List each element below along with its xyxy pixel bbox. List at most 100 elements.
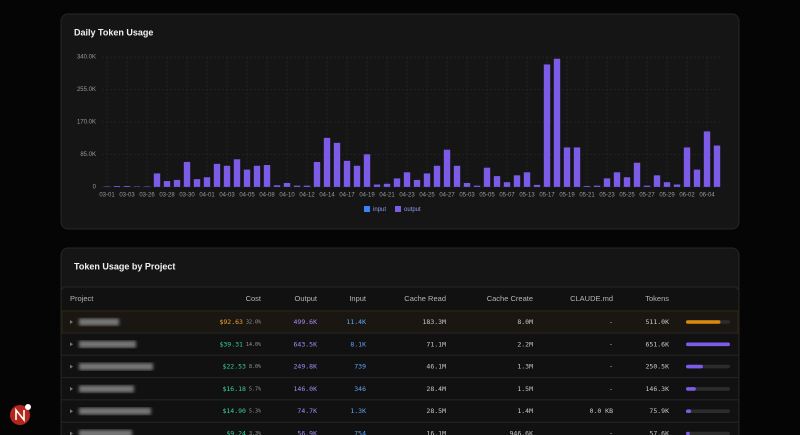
bar-segment (263, 165, 271, 187)
bar-segment (283, 182, 291, 187)
tokens-bar (686, 431, 690, 435)
bar-segment (163, 181, 171, 187)
x-tick-label: 05-29 (659, 193, 675, 199)
bar-segment (333, 142, 341, 187)
bar-segment (313, 161, 321, 187)
cell-input: 346 (354, 385, 366, 393)
x-tick-label: 04-23 (399, 193, 415, 199)
chart-title: Daily Token Usage (74, 27, 153, 37)
expand-icon (70, 364, 73, 369)
expand-icon (70, 320, 73, 324)
y-tick-label: 85.0K (80, 152, 96, 158)
cell-input: 739 (354, 363, 366, 371)
bar-segment (563, 147, 571, 187)
y-tick-label: 0 (93, 185, 97, 191)
x-tick-label: 05-23 (599, 193, 615, 199)
cost: $92.63 (219, 318, 243, 326)
badge-dot[interactable] (25, 404, 31, 410)
cell-output: 249.8K (294, 363, 318, 371)
cell-claude-md: - (609, 318, 613, 326)
bar-segment (493, 176, 501, 187)
bar-segment (303, 185, 311, 187)
bar-segment (413, 179, 421, 187)
bar-segment (193, 179, 201, 187)
cost-share: 3.3% (249, 431, 261, 435)
x-tick-label: 04-01 (199, 193, 215, 199)
column-header: Input (349, 294, 367, 303)
x-tick-label: 05-13 (519, 193, 535, 199)
bar-segment (633, 162, 641, 187)
x-tick-label: 04-17 (339, 193, 355, 199)
nav-badge[interactable] (10, 404, 31, 425)
cell-cache-read: 71.1M (426, 340, 446, 348)
bar-segment (573, 147, 581, 187)
bar-segment (323, 137, 331, 187)
column-header: Tokens (645, 294, 669, 303)
cell-cache-read: 46.1M (426, 363, 446, 371)
cost-share: 14.0% (246, 342, 261, 348)
cell-cache-create: 2.2M (517, 340, 533, 348)
bar-segment (293, 185, 301, 187)
x-tick-label: 03-30 (179, 193, 195, 199)
x-tick-label: 03-03 (119, 193, 135, 199)
bar-segment (423, 173, 431, 187)
bar-segment (623, 177, 631, 187)
table-panel (60, 286, 740, 435)
column-header: Cost (246, 294, 262, 303)
y-tick-label: 255.0K (77, 87, 96, 93)
bar-segment (213, 163, 221, 187)
x-tick-label: 03-26 (139, 193, 155, 199)
bar-segment (653, 175, 661, 187)
legend-swatch (395, 206, 401, 212)
bar-segment (643, 185, 651, 187)
x-tick-label: 05-25 (619, 193, 635, 199)
x-tick-label: 04-25 (419, 193, 435, 199)
x-tick-label: 05-19 (559, 193, 575, 199)
x-tick-label: 05-27 (639, 193, 655, 199)
bar-segment (173, 179, 181, 187)
bar-segment (483, 167, 491, 187)
tokens: 75.9K (649, 407, 669, 415)
table-title: Token Usage by Project (74, 261, 175, 271)
cell-cache-create: 1.4M (517, 407, 533, 415)
column-header: Cache Create (487, 294, 533, 303)
bar-segment (713, 145, 721, 187)
bar-segment (443, 149, 451, 187)
bar-segment (403, 172, 411, 187)
tokens: 651.6K (646, 340, 670, 348)
x-tick-label: 04-19 (359, 193, 375, 199)
legend-swatch (364, 206, 370, 212)
bar-segment (233, 159, 241, 187)
bar-segment (183, 161, 191, 187)
cell-output: 56.9K (297, 430, 317, 435)
bar-segment (383, 183, 391, 187)
tokens-bar (686, 409, 692, 413)
bar-segment (343, 160, 351, 187)
cell-claude-md: - (609, 385, 613, 393)
bar-segment (593, 185, 601, 187)
bar-segment (693, 169, 701, 187)
x-tick-label: 05-07 (499, 193, 515, 199)
tokens-bar (686, 364, 703, 369)
bar-segment (533, 184, 541, 187)
badge-icon[interactable] (15, 407, 25, 423)
cost-share: 5.7% (249, 386, 261, 392)
bar-segment (463, 182, 471, 187)
x-tick-label: 05-03 (459, 193, 475, 199)
bar-segment (113, 186, 121, 187)
bar-segment (153, 173, 161, 187)
bar-segment (503, 182, 511, 187)
cell-claude-md: 0.0 KB (590, 407, 614, 415)
y-tick-label: 170.0K (77, 120, 96, 126)
cost: $9.24 (226, 430, 246, 435)
tokens: 250.5K (646, 363, 670, 371)
expand-icon (70, 431, 73, 435)
bar-segment (673, 184, 681, 187)
bar-segment (373, 184, 381, 187)
tokens-track (686, 431, 730, 435)
x-tick-label: 06-04 (699, 193, 715, 199)
cell-cache-create: 1.3M (517, 363, 533, 371)
tokens-bar (686, 387, 696, 391)
x-tick-label: 03-01 (99, 193, 115, 199)
